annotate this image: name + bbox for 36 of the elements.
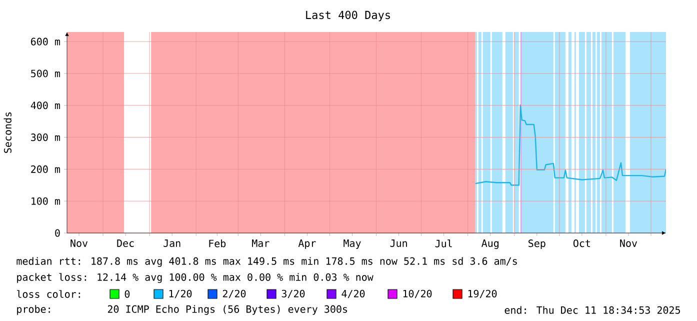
x-tick-label: Mar: [252, 240, 270, 247]
x-tick-label: Aug: [482, 240, 498, 249]
text: 0: [124, 290, 130, 298]
x-tick-label: Jun: [390, 240, 407, 247]
text: 3/20: [282, 290, 305, 298]
text: loss color:: [16, 290, 80, 298]
y-tick-label: 600 m: [31, 38, 60, 46]
y-tick-label: 100 m: [32, 197, 60, 205]
x-tick-label: Sep: [528, 240, 546, 250]
x-tick-label: Jul: [435, 240, 452, 248]
y-axis-title: Seconds: [4, 112, 12, 153]
y-tick-label: 400 m: [30, 102, 60, 110]
text: packet loss: 12.14 % avg 100.00 % max 0.00 % min 0.03 % now: [17, 273, 374, 283]
chart-title: Last 400 Days: [306, 10, 390, 22]
text: 20 ICMP Echo Pings (56 Bytes) every 300s: [108, 305, 348, 315]
y-tick-label: 200 m: [31, 165, 60, 173]
text: 1/20: [169, 290, 192, 298]
text: 10/20: [403, 290, 432, 298]
x-tick-label: Oct: [573, 240, 590, 248]
text: end: Thu Dec 11 18:34:53 2025: [504, 306, 680, 314]
text: probe:: [17, 305, 50, 315]
y-tick-label: 500 m: [31, 70, 60, 78]
x-tick-label: Nov: [70, 240, 88, 247]
x-tick-label: May: [344, 240, 361, 249]
x-tick-label: Jan: [164, 240, 180, 247]
text: 4/20: [342, 290, 365, 298]
text: 2/20: [222, 290, 246, 298]
text: 19/20: [468, 290, 497, 298]
text: median rtt: 187.8 ms avg 401.8 ms max 149.5 ms min 178.5 ms now 52.1 ms sd 3.6 am/s: [16, 257, 517, 267]
y-tick-label: 0: [55, 229, 60, 237]
x-tick-label: Dec: [117, 240, 134, 247]
line-series: [474, 104, 666, 186]
y-tick-label: 300 m: [31, 134, 60, 142]
x-tick-label: Feb: [209, 240, 226, 248]
x-tick-label: Apr: [298, 240, 316, 249]
x-tick-label: Nov: [620, 240, 638, 247]
